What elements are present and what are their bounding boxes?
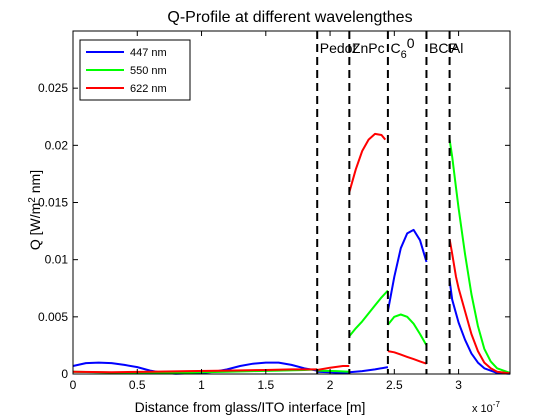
x-exponent-base: x 10 <box>472 403 493 415</box>
layer-label-text: C <box>390 40 400 56</box>
x-tick-label-3: 1.5 <box>257 378 274 392</box>
x-tick-label-2: 1 <box>198 378 205 392</box>
y-tick-label-2: 0.01 <box>45 253 69 267</box>
x-axis-label: Distance from glass/ITO interface [m] <box>135 399 366 415</box>
y-axis-label: Q [W/m2 nm] <box>27 170 43 250</box>
legend: 447 nm 550 nm 622 nm <box>80 40 190 100</box>
series-line-550-nm-seg-1 <box>317 371 349 372</box>
x-tick-label-0: 0 <box>70 378 77 392</box>
legend-label-0: 447 nm <box>130 47 167 59</box>
layer-label-text: ZnPc <box>352 40 385 56</box>
x-tick-label-1: 0.5 <box>129 378 146 392</box>
y-tick-label-5: 0.025 <box>38 81 68 95</box>
chart-title: Q-Profile at different wavelengthes <box>167 9 412 26</box>
x-tick-label-5: 2.5 <box>386 378 403 392</box>
layer-label-text: Al <box>451 40 463 56</box>
x-tick-label-6: 3 <box>455 378 462 392</box>
legend-label-1: 550 nm <box>130 65 167 77</box>
y-label-prefix: Q [W/m <box>27 203 43 250</box>
y-tick-label-0: 0 <box>61 367 68 381</box>
layer-label-4: Al <box>451 40 463 56</box>
layer-label-1: ZnPc <box>352 40 385 56</box>
x-axis-exponent: x 10-7 <box>472 400 500 415</box>
y-tick-label-1: 0.005 <box>38 310 68 324</box>
legend-label-2: 622 nm <box>130 83 167 95</box>
y-tick-label-4: 0.02 <box>45 138 69 152</box>
y-label-suffix: nm] <box>27 170 43 197</box>
x-tick-label-4: 2 <box>327 378 334 392</box>
x-exponent-power: -7 <box>493 400 501 409</box>
layer-label-rest: 0 <box>407 35 415 51</box>
